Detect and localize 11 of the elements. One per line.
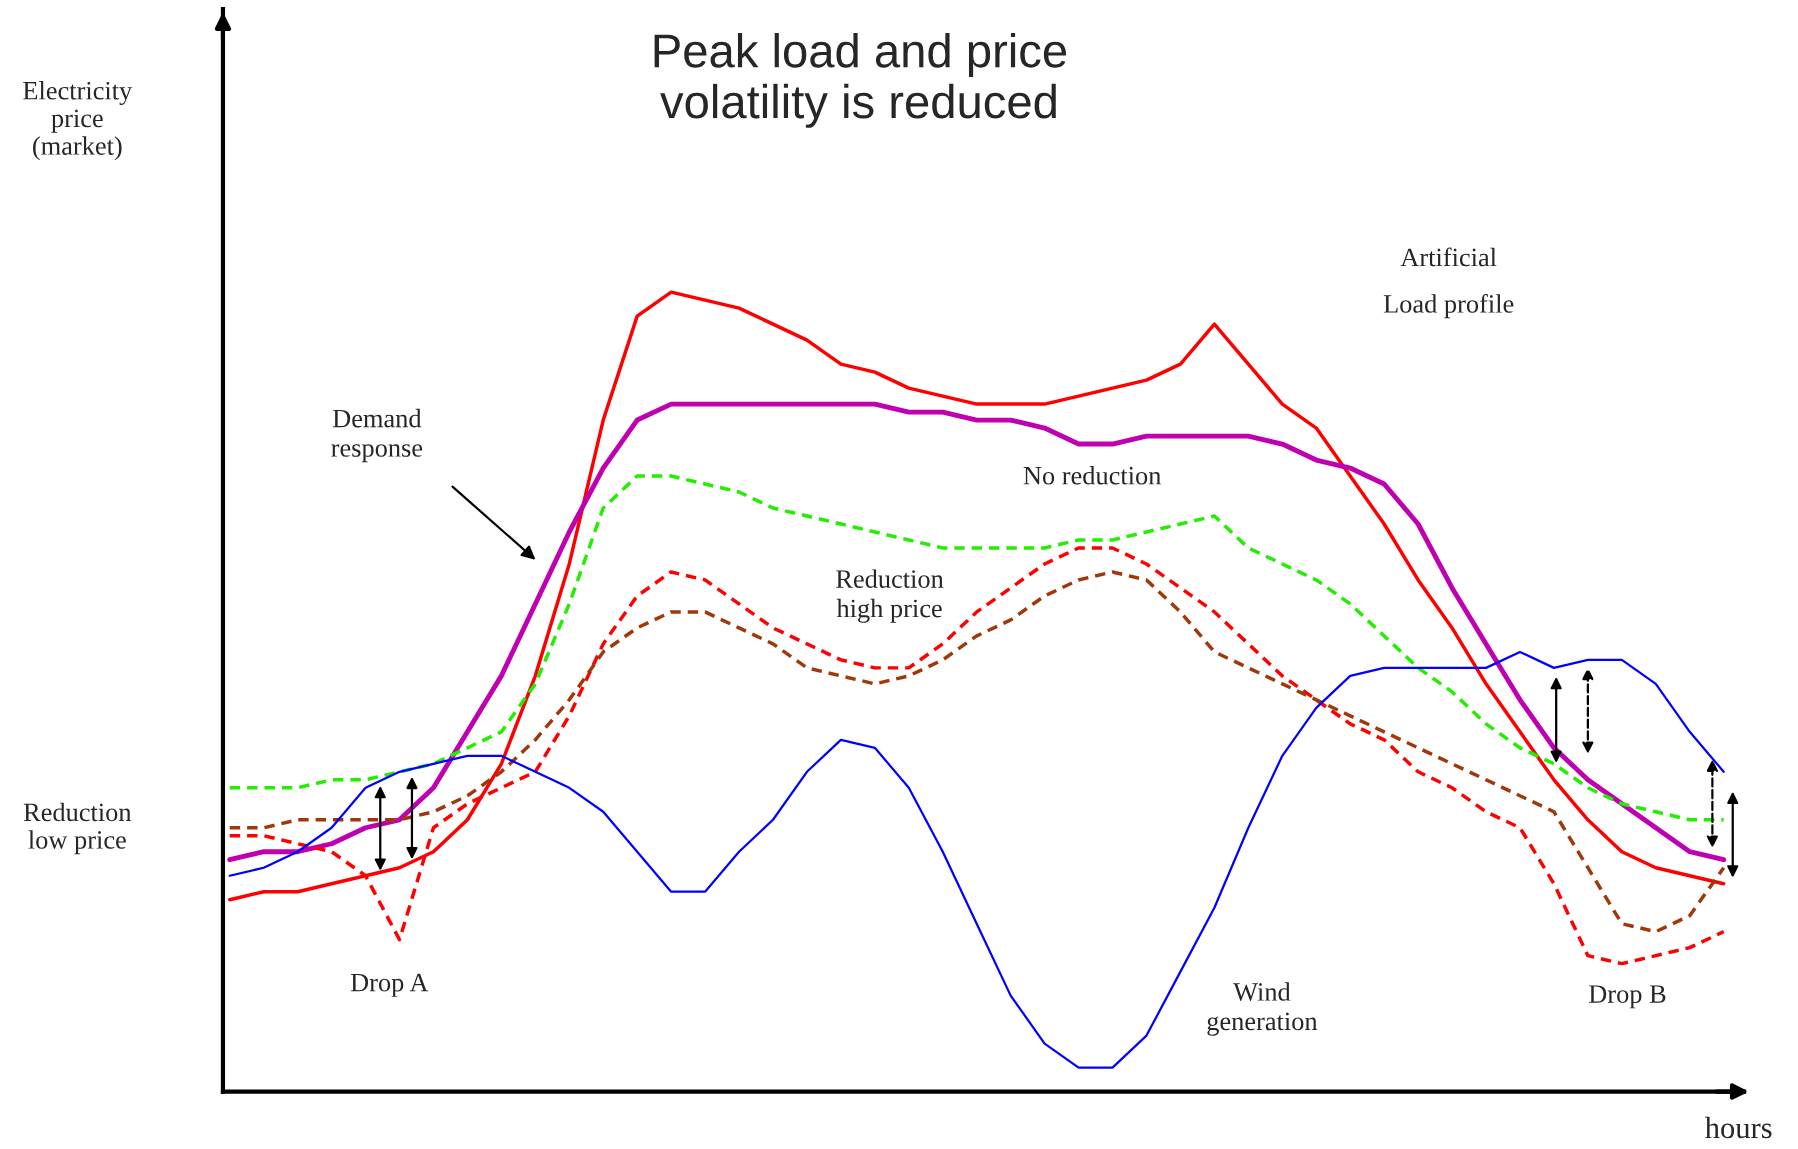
annotation: Drop B <box>1589 985 1666 1009</box>
chart-title: Peak load and price volatility is reduced <box>654 32 1067 128</box>
text: Reduction low price <box>23 802 132 855</box>
x-axis-title: hours <box>1705 1116 1772 1139</box>
annotation: Artificial Load profile <box>1383 247 1514 319</box>
annotation: Wind generation <box>1207 982 1318 1036</box>
annotation: Drop A <box>350 973 429 997</box>
annotation: Demand response <box>331 408 423 463</box>
text: Electricity price (market) <box>23 81 133 161</box>
annotation: Reduction high price <box>836 569 944 623</box>
annotation: No reduction <box>1023 466 1162 485</box>
